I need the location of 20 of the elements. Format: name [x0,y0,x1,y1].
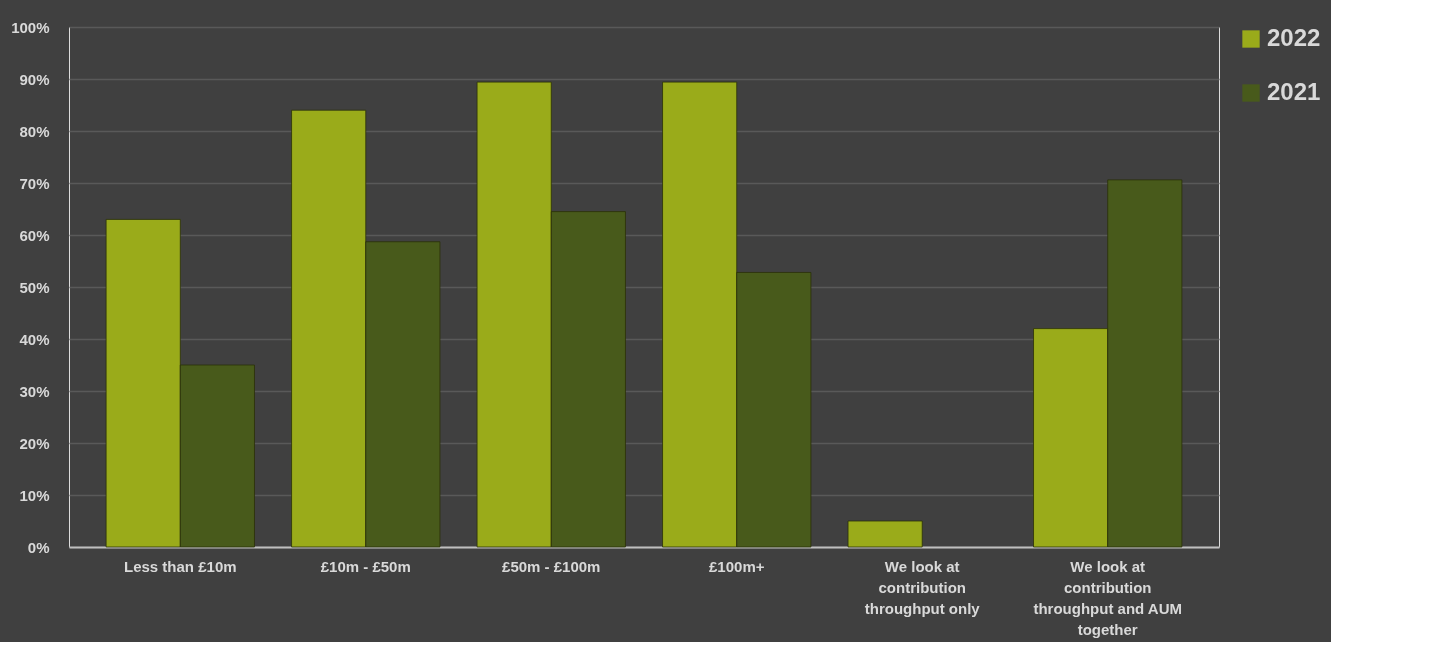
legend-label: 2021 [1267,78,1321,105]
y-tick-label: 0% [27,538,50,556]
y-tick-label: 100% [11,18,50,36]
y-tick-label: 80% [19,122,50,140]
x-tick-label: £100m+ [709,557,765,575]
x-tick-label: We look at contribution throughput and AUM together [1033,557,1182,638]
y-tick-label: 90% [19,70,50,88]
y-tick-label: 70% [19,174,50,192]
y-tick-label: 10% [19,486,50,504]
legend-label: 2022 [1267,24,1321,51]
x-tick-label: £10m - £50m [320,557,411,575]
y-tick-label: 30% [19,382,50,400]
y-tick-label: 20% [19,434,50,452]
x-tick-label: £50m - £100m [502,557,601,575]
y-tick-label: 50% [19,278,50,296]
x-tick-label: We look at contribution throughput only [864,557,981,617]
x-tick-label: Less than £10m [124,557,237,575]
bar [847,520,923,548]
y-tick-label: 40% [19,330,50,348]
y-tick-label: 60% [19,226,50,244]
